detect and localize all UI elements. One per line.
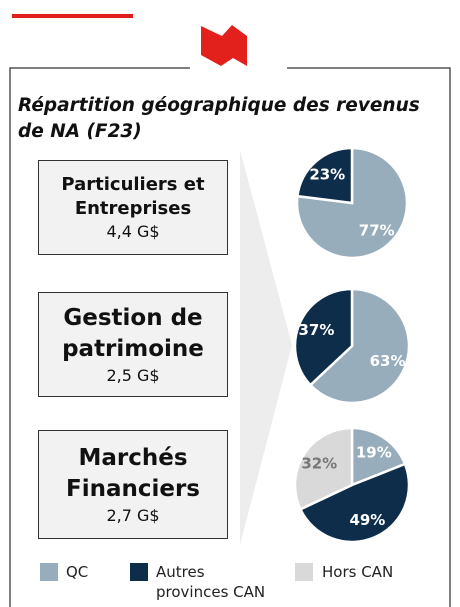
pie-slice (293, 426, 354, 511)
segment-name: Particuliers et Entreprises (61, 173, 205, 219)
segment-amount: 2,5 G$ (106, 365, 160, 385)
value-label: 77% (359, 222, 395, 240)
legend-swatch (130, 563, 148, 581)
pie-slice (298, 462, 411, 544)
segment-box: Gestion de patrimoine 2,5 G$ (38, 292, 228, 397)
chevron (240, 150, 292, 545)
value-label: 63% (370, 352, 406, 370)
segment-amount: 4,4 G$ (106, 221, 160, 241)
value-label: 32% (301, 455, 337, 473)
logo (201, 25, 247, 66)
segment-name: Gestion de patrimoine (62, 304, 204, 362)
value-label: 49% (349, 511, 385, 529)
pie-slice (295, 146, 409, 260)
legend-label: Autres provinces CAN (156, 563, 266, 601)
legend-swatch (295, 563, 313, 581)
pie-slice (296, 146, 354, 205)
legend-label: QC (66, 563, 89, 581)
segment-box: Particuliers et Entreprises 4,4 G$ (38, 160, 228, 255)
pie-slice (293, 287, 354, 387)
value-label: 37% (298, 321, 334, 339)
value-label: 19% (356, 443, 392, 461)
pie-slice (308, 287, 411, 405)
segment-amount: 2,7 G$ (106, 505, 160, 525)
value-label: 23% (309, 165, 345, 183)
title: Répartition géographique des revenus de … (18, 95, 420, 142)
frame (9, 67, 190, 607)
segment-box: Marchés Financiers 2,7 G$ (38, 430, 228, 539)
frame (287, 67, 451, 607)
legend-label: Hors CAN (322, 563, 394, 581)
pie-slice (350, 426, 407, 487)
segment-name: Marchés Financiers (65, 444, 200, 502)
legend-swatch (40, 563, 58, 581)
